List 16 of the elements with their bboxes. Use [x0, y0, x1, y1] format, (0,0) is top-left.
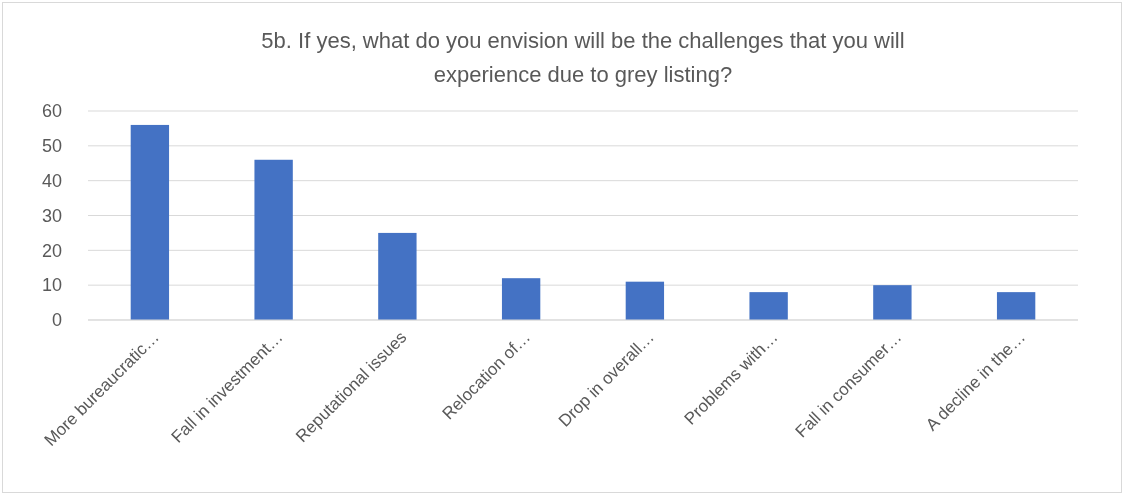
y-tick-label: 50	[41, 136, 62, 157]
bar	[749, 292, 788, 320]
bar	[625, 281, 665, 320]
bar	[378, 232, 417, 320]
bar	[130, 124, 170, 320]
bar	[501, 278, 541, 320]
y-tick-label: 60	[41, 101, 62, 122]
chart-title: 5b. If yes, what do you envision will be the challenges that you will experience due to grey listing?	[261, 28, 905, 87]
bar	[873, 285, 912, 320]
y-tick-label: 40	[41, 170, 62, 191]
bar	[996, 292, 1036, 320]
y-tick-label: 0	[51, 310, 62, 331]
bar	[254, 159, 293, 320]
y-tick-label: 10	[41, 275, 62, 296]
y-tick-label: 30	[41, 205, 62, 226]
y-tick-label: 20	[41, 240, 62, 261]
